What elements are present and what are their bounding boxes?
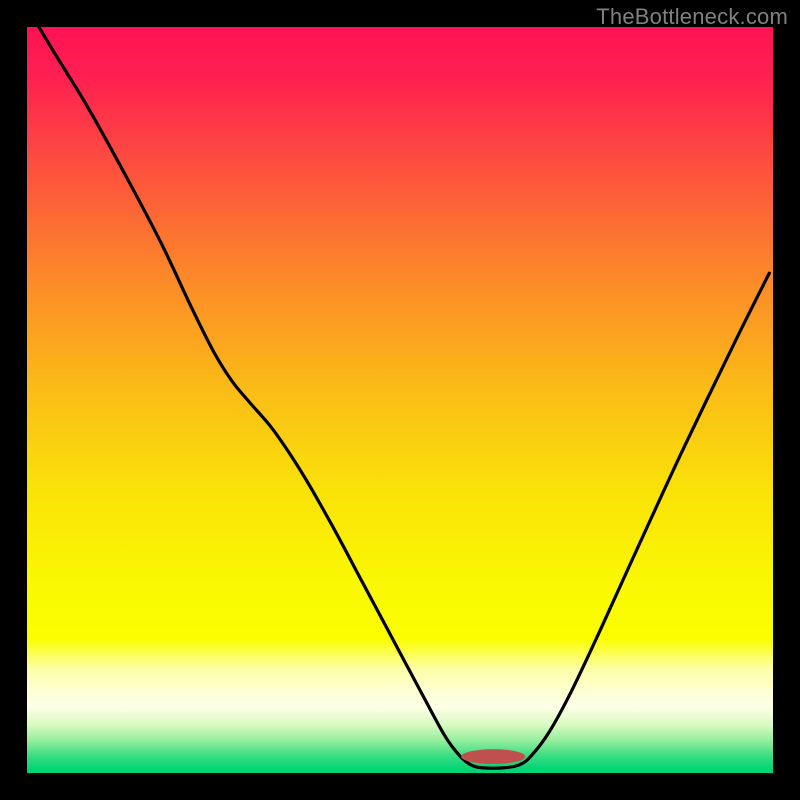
- optimum-marker: [461, 749, 525, 764]
- gradient-background: [27, 27, 773, 773]
- chart-svg: [27, 27, 773, 773]
- watermark-text: TheBottleneck.com: [596, 4, 788, 30]
- bottleneck-chart: [27, 27, 773, 773]
